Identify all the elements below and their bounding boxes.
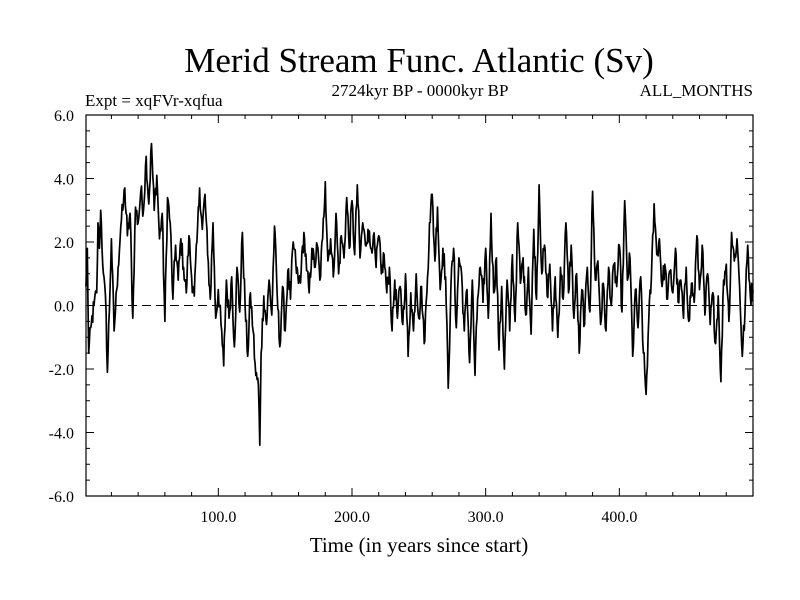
x-axis-title: Time (in years since start): [310, 533, 529, 557]
axis-ticks: [86, 114, 754, 497]
months-label: ALL_MONTHS: [640, 81, 753, 100]
y-tick-label: -4.0: [49, 426, 74, 443]
data-series-line: [85, 142, 754, 447]
experiment-label: Expt = xqFVr-xqfua: [85, 91, 223, 110]
y-tick-labels: -6.0 -4.0 -2.0 0.0 2.0 4.0 6.0: [49, 108, 74, 506]
y-tick-label: 6.0: [54, 108, 74, 125]
chart-title: Merid Stream Func. Atlantic (Sv): [184, 41, 654, 80]
x-tick-label: 200.0: [334, 509, 370, 526]
x-tick-label: 300.0: [468, 509, 504, 526]
y-tick-label: 0.0: [54, 299, 74, 316]
y-tick-label: -6.0: [49, 489, 74, 506]
time-range-label: 2724kyr BP - 0000kyr BP: [332, 81, 509, 100]
x-tick-labels: 100.0 200.0 300.0 400.0: [200, 509, 637, 526]
y-tick-label: -2.0: [49, 362, 74, 379]
plot-frame: [85, 114, 754, 497]
x-tick-label: 100.0: [200, 509, 236, 526]
y-tick-label: 4.0: [54, 172, 74, 189]
x-tick-label: 400.0: [601, 509, 637, 526]
y-tick-label: 2.0: [54, 235, 74, 252]
